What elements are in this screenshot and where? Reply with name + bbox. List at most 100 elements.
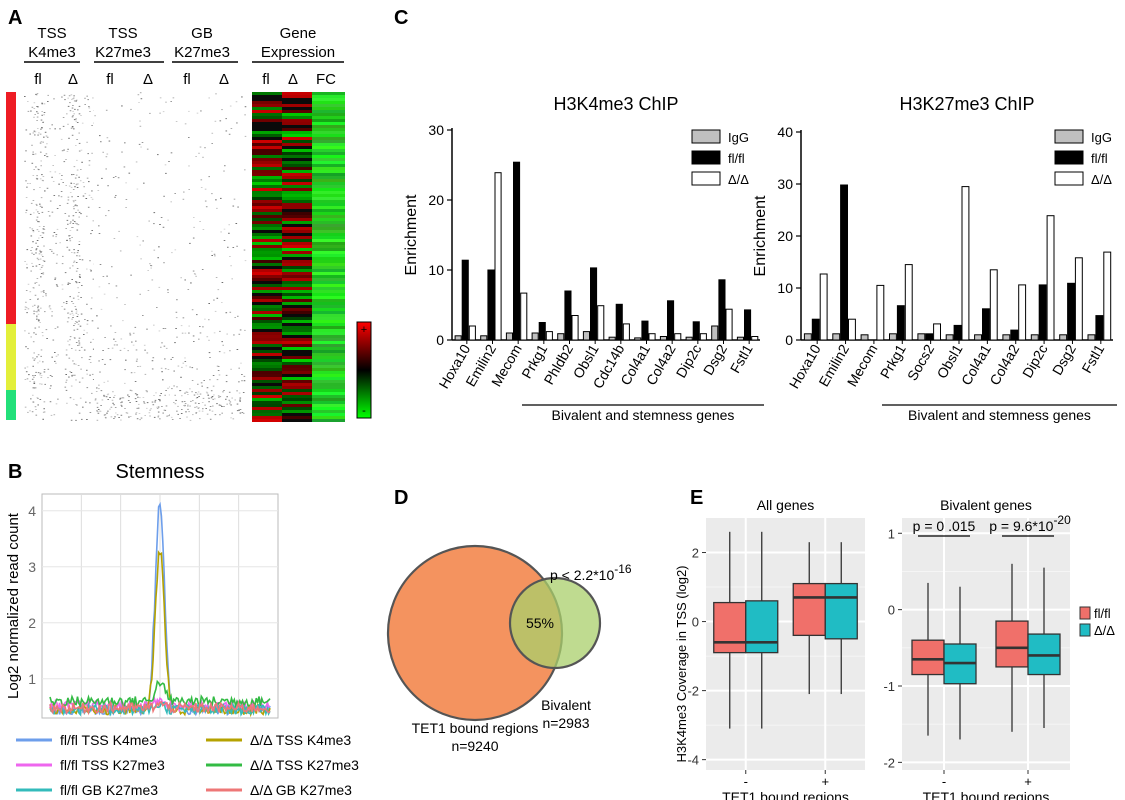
panel-label-d: D — [394, 487, 408, 509]
density-speck — [240, 362, 242, 364]
expression-cell — [282, 305, 312, 308]
bar-Col4a2-2 — [1018, 284, 1027, 341]
density-speck — [144, 373, 147, 375]
density-speck — [115, 195, 117, 196]
bar-Emilin2-1 — [487, 269, 495, 341]
density-speck — [35, 219, 38, 221]
bar-Dip2c-1 — [1038, 284, 1047, 341]
density-speck — [89, 374, 91, 376]
panel-label-a: A — [8, 7, 22, 29]
density-speck — [98, 233, 101, 234]
density-speck — [29, 133, 31, 135]
expression-cell — [252, 209, 282, 212]
density-speck — [78, 142, 81, 144]
expression-cell — [282, 140, 312, 143]
density-speck — [71, 116, 74, 118]
expression-cell — [282, 287, 312, 290]
density-speck — [179, 390, 181, 392]
legend-swatch-0 — [1054, 129, 1084, 144]
density-speck — [221, 406, 223, 407]
density-speck — [69, 371, 71, 373]
expression-cell — [252, 179, 282, 182]
density-speck — [78, 241, 81, 242]
density-speck — [24, 96, 26, 97]
density-speck — [129, 402, 131, 403]
density-speck — [74, 108, 76, 110]
density-speck — [105, 417, 107, 419]
bar-Fstl1-2 — [1103, 251, 1112, 341]
density-speck — [181, 366, 183, 368]
density-speck — [184, 392, 186, 394]
density-speck — [202, 397, 205, 399]
density-speck — [242, 392, 245, 393]
expression-cell — [282, 332, 312, 335]
density-speck — [107, 393, 110, 395]
fc-cell — [312, 284, 345, 287]
expression-cell — [282, 296, 312, 299]
density-speck — [40, 307, 42, 309]
group-header-1-line2: K27me3 — [95, 44, 151, 61]
density-speck — [36, 257, 39, 259]
density-speck — [77, 295, 79, 297]
expression-cell — [282, 311, 312, 314]
fc-cell — [312, 113, 345, 116]
density-speck — [52, 339, 55, 341]
scale-plus: + — [361, 324, 367, 336]
density-speck — [63, 308, 66, 310]
density-speck — [219, 330, 221, 332]
fc-cell — [312, 119, 345, 122]
density-speck — [206, 413, 209, 415]
density-speck — [62, 182, 64, 183]
density-speck — [51, 356, 53, 358]
fc-cell — [312, 218, 345, 221]
density-speck — [128, 396, 130, 398]
density-speck — [24, 379, 27, 380]
density-speck — [243, 380, 246, 382]
expression-cell — [252, 239, 282, 242]
y-tick-label: 1 — [28, 671, 36, 687]
density-speck — [73, 95, 75, 97]
density-speck — [34, 406, 37, 408]
density-speck — [63, 94, 66, 96]
density-speck — [42, 122, 44, 123]
density-speck — [66, 321, 69, 323]
density-speck — [234, 399, 236, 401]
density-speck — [101, 177, 103, 179]
density-speck — [86, 268, 88, 270]
density-speck — [121, 401, 123, 403]
density-speck — [35, 371, 37, 373]
expression-cell — [252, 242, 282, 245]
density-speck — [135, 161, 138, 163]
density-speck — [39, 178, 42, 180]
density-speck — [203, 380, 205, 381]
density-speck — [140, 146, 142, 148]
density-speck — [69, 110, 72, 112]
density-speck — [30, 270, 32, 272]
density-speck — [173, 370, 175, 372]
expression-cell — [282, 323, 312, 326]
expression-cell — [252, 395, 282, 398]
legend-swatch-1 — [691, 150, 721, 165]
density-speck — [187, 405, 189, 407]
density-speck — [35, 242, 37, 244]
density-speck — [54, 278, 56, 280]
density-speck — [79, 277, 81, 278]
y-tick-label: -1 — [883, 679, 895, 694]
bar-Hoxa10-2 — [468, 325, 476, 341]
density-speck — [71, 237, 73, 238]
series-line-3 — [49, 679, 271, 709]
expression-cell — [252, 224, 282, 227]
density-speck — [40, 375, 43, 377]
density-speck — [91, 230, 93, 231]
density-speck — [205, 206, 208, 208]
density-speck — [102, 151, 104, 153]
density-speck — [133, 372, 136, 374]
fc-cell — [312, 323, 345, 326]
fc-cell — [312, 194, 345, 197]
fc-cell — [312, 416, 345, 419]
fc-cell — [312, 215, 345, 218]
density-speck — [229, 350, 231, 352]
expression-cell — [252, 353, 282, 356]
density-speck — [242, 412, 245, 414]
expression-cell — [252, 365, 282, 368]
